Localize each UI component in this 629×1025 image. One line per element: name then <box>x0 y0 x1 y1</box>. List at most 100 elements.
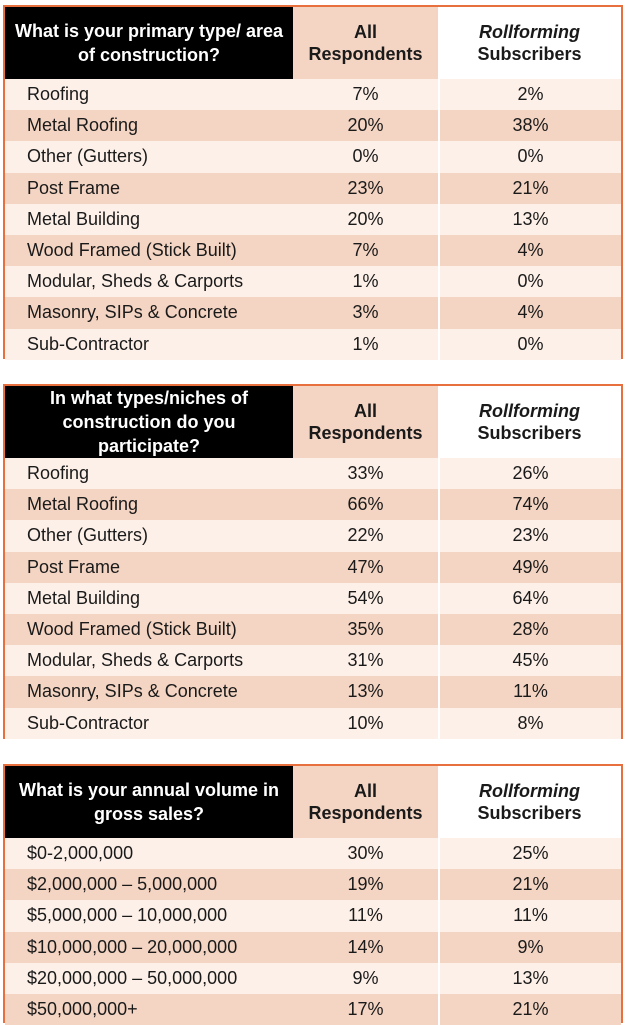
column-header-subscribers-label: Subscribers <box>477 44 582 64</box>
subscribers-value: 25% <box>512 843 549 864</box>
all-respondents-value: 23% <box>347 177 384 198</box>
subscribers-value-cell: 0% <box>438 328 621 360</box>
all-respondents-value: 66% <box>347 494 384 515</box>
question-heading: In what types/niches of construction do … <box>5 386 293 458</box>
row-label: Masonry, SIPs & Concrete <box>27 681 238 702</box>
all-respondents-value: 22% <box>347 525 384 546</box>
table-row: Roofing 7% 2% <box>5 79 621 111</box>
subscribers-value: 4% <box>517 302 544 323</box>
all-respondents-value: 17% <box>347 999 384 1020</box>
subscribers-value-cell: 21% <box>438 993 621 1025</box>
column-header-all-respondents: All Respondents <box>293 766 438 838</box>
row-label: Metal Building <box>27 208 141 229</box>
subscribers-value-cell: 49% <box>438 551 621 583</box>
table-row: Post Frame 23% 21% <box>5 172 621 204</box>
subscribers-value-cell: 8% <box>438 707 621 739</box>
publication-name: Rollforming <box>479 781 580 801</box>
column-header-subscribers-label: Subscribers <box>477 423 582 443</box>
subscribers-value: 13% <box>512 208 549 229</box>
all-respondents-value: 7% <box>352 240 379 261</box>
subscribers-value-cell: 11% <box>438 676 621 708</box>
column-header-all-respondents: All Respondents <box>293 386 438 458</box>
all-respondents-value: 14% <box>347 936 384 957</box>
row-label: Other (Gutters) <box>27 525 149 546</box>
column-header-subscribers: Rollforming Subscribers <box>438 386 621 458</box>
row-label: Masonry, SIPs & Concrete <box>27 302 238 323</box>
subscribers-value: 49% <box>512 556 549 577</box>
row-label: Post Frame <box>27 177 121 198</box>
column-header-subscribers: Rollforming Subscribers <box>438 7 621 79</box>
row-label: Metal Building <box>27 587 141 608</box>
subscribers-value-cell: 23% <box>438 520 621 552</box>
table-row: Post Frame 47% 49% <box>5 551 621 583</box>
publication-name: Rollforming <box>479 401 580 421</box>
table-row: Metal Roofing 20% 38% <box>5 110 621 142</box>
subscribers-value: 13% <box>512 967 549 988</box>
row-label: Modular, Sheds & Carports <box>27 650 244 671</box>
table-row: Roofing 33% 26% <box>5 458 621 490</box>
column-header-subscribers: Rollforming Subscribers <box>438 766 621 838</box>
subscribers-value: 0% <box>517 333 544 354</box>
table-row: Wood Framed (Stick Built) 7% 4% <box>5 234 621 267</box>
subscribers-value-cell: 21% <box>438 869 621 901</box>
all-respondents-value: 0% <box>352 146 379 167</box>
table-row: $5,000,000 – 10,000,000 11% 11% <box>5 900 621 932</box>
subscribers-value: 74% <box>512 494 549 515</box>
table-row: Metal Building 54% 64% <box>5 582 621 614</box>
row-label: Wood Framed (Stick Built) <box>27 619 237 640</box>
column-header-all-label: All Respondents <box>308 781 423 823</box>
all-respondents-value: 31% <box>347 650 384 671</box>
row-label: $50,000,000+ <box>27 999 138 1020</box>
all-respondents-value: 7% <box>352 84 379 105</box>
subscribers-value-cell: 13% <box>438 962 621 994</box>
row-label: Metal Roofing <box>27 494 139 515</box>
row-label: Roofing <box>27 463 90 484</box>
table-row: $20,000,000 – 50,000,000 9% 13% <box>5 962 621 994</box>
subscribers-value-cell: 0% <box>438 266 621 298</box>
subscribers-value: 21% <box>512 999 549 1020</box>
all-respondents-value: 19% <box>347 874 384 895</box>
table-header-row: What is your primary type/ area of const… <box>5 7 621 79</box>
subscribers-value-cell: 13% <box>438 203 621 235</box>
column-header-all-label: All Respondents <box>308 22 423 64</box>
all-respondents-value: 3% <box>352 302 379 323</box>
subscribers-value: 0% <box>517 271 544 292</box>
table-row: Other (Gutters) 22% 23% <box>5 520 621 552</box>
subscribers-value-cell: 21% <box>438 172 621 204</box>
subscribers-value: 21% <box>512 177 549 198</box>
question-heading: What is your primary type/ area of const… <box>5 7 293 79</box>
subscribers-value-cell: 4% <box>438 234 621 267</box>
subscribers-value-cell: 74% <box>438 489 621 521</box>
row-label: Post Frame <box>27 556 121 577</box>
row-label: $20,000,000 – 50,000,000 <box>27 967 238 988</box>
publication-name: Rollforming <box>479 22 580 42</box>
subscribers-value: 11% <box>513 681 548 702</box>
row-label: Modular, Sheds & Carports <box>27 271 244 292</box>
subscribers-value-cell: 11% <box>438 900 621 932</box>
table-header-row: In what types/niches of construction do … <box>5 386 621 458</box>
subscribers-value-cell: 64% <box>438 582 621 614</box>
subscribers-value-cell: 9% <box>438 931 621 963</box>
table-row: Sub-Contractor 10% 8% <box>5 707 621 739</box>
row-label: $10,000,000 – 20,000,000 <box>27 936 238 957</box>
all-respondents-value: 13% <box>347 681 384 702</box>
table-row: $10,000,000 – 20,000,000 14% 9% <box>5 931 621 963</box>
subscribers-value-cell: 4% <box>438 297 621 329</box>
subscribers-value: 28% <box>512 619 549 640</box>
subscribers-value: 4% <box>517 240 544 261</box>
table-row: Wood Framed (Stick Built) 35% 28% <box>5 613 621 646</box>
row-label: Wood Framed (Stick Built) <box>27 240 237 261</box>
table-row: Metal Building 20% 13% <box>5 203 621 235</box>
row-label: $2,000,000 – 5,000,000 <box>27 874 218 895</box>
survey-table-primary-type: What is your primary type/ area of const… <box>3 5 623 360</box>
column-header-all-label: All Respondents <box>308 401 423 443</box>
subscribers-value: 8% <box>517 712 544 733</box>
all-respondents-value: 30% <box>347 843 384 864</box>
subscribers-value: 11% <box>513 905 548 926</box>
subscribers-value-cell: 28% <box>438 613 621 646</box>
subscribers-value: 38% <box>512 115 549 136</box>
all-respondents-value: 33% <box>347 463 384 484</box>
question-heading: What is your annual volume in gross sale… <box>5 766 293 838</box>
table-row: Modular, Sheds & Carports 1% 0% <box>5 266 621 298</box>
all-respondents-value: 9% <box>352 967 379 988</box>
